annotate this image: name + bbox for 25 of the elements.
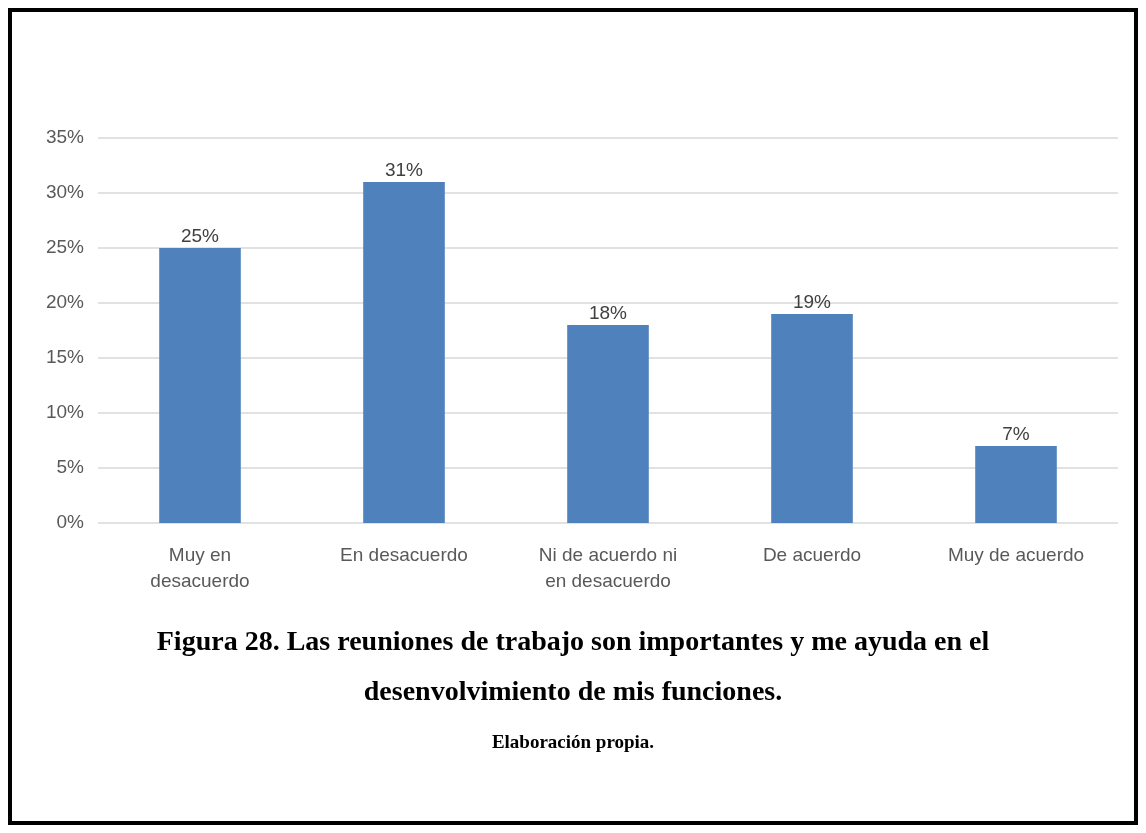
y-tick-label: 15% [45, 346, 85, 368]
x-tick-label: Ni de acuerdo ni en desacuerdo [538, 544, 678, 591]
y-tick-label: 5% [56, 456, 85, 478]
bar [567, 325, 649, 523]
x-tick-label: En desacuerdo [340, 544, 468, 565]
bar [363, 182, 445, 523]
data-label: 25% [180, 225, 220, 246]
y-tick-label: 0% [56, 511, 85, 533]
text: Elaboración propia. [491, 731, 655, 752]
data-label: 31% [384, 159, 424, 180]
x-tick-label: De acuerdo [762, 544, 862, 565]
y-tick-label: 25% [45, 236, 85, 258]
y-tick-label: 10% [45, 401, 85, 423]
y-tick-label: 20% [45, 291, 85, 313]
data-label: 19% [792, 291, 832, 312]
data-label: 18% [588, 302, 628, 323]
data-label: 7% [1002, 423, 1030, 444]
bar [771, 314, 853, 523]
y-tick-label: 35% [45, 126, 85, 148]
x-tick-label: Muy en desacuerdo [150, 544, 250, 591]
bar [159, 248, 241, 523]
y-tick-label: 30% [45, 181, 85, 203]
bar [975, 446, 1057, 523]
x-tick-label: Muy de acuerdo [947, 544, 1085, 565]
text: Figura 28. Las reuniones de trabajo son importantes y me ayuda en el desenvolvimiento de mis funciones. [156, 625, 990, 706]
